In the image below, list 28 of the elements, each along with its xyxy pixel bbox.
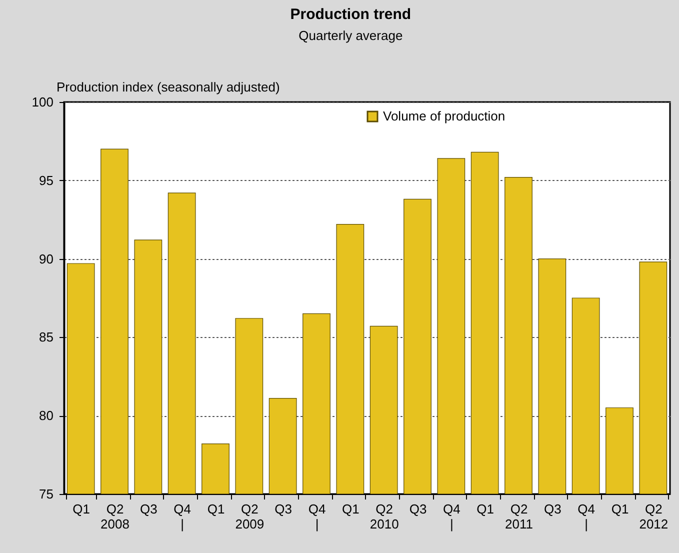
x-tick-label: Q1 <box>342 502 360 516</box>
x-tick-label: Q1 <box>476 502 494 516</box>
y-tick-label: 100 <box>32 94 54 110</box>
x-tick-label: Q4 | <box>308 502 326 532</box>
x-tick-label: Q1 <box>72 502 90 516</box>
x-tick-label: Q1 <box>611 502 629 516</box>
x-tick-label: Q2 2012 <box>639 502 668 532</box>
y-tick-label: 85 <box>39 330 54 345</box>
x-tick-label: Q4 | <box>174 502 192 532</box>
x-tick-label: Q2 2008 <box>100 502 130 532</box>
y-axis-title: Production index (seasonally adjusted) <box>56 80 280 94</box>
x-tick-label: Q3 <box>274 502 292 516</box>
y-tick-label: 75 <box>39 486 54 502</box>
x-tick-label: Q3 <box>409 502 427 516</box>
y-tick-label: 90 <box>39 251 54 266</box>
x-tick-label: Q2 2009 <box>235 502 264 532</box>
x-tick-label: Q3 <box>544 502 562 516</box>
chart-title: Production trend <box>290 6 412 23</box>
x-tick-label: Q1 <box>207 502 225 516</box>
x-tick-label: Q2 2011 <box>505 502 533 532</box>
x-tick-label: Q4 | <box>578 502 596 532</box>
legend-label: Volume of production <box>383 108 506 124</box>
x-tick-label: Q4 | <box>442 502 460 532</box>
y-tick-label: 95 <box>39 172 54 188</box>
x-tick-label: Q3 <box>140 502 158 516</box>
y-tick-label: 80 <box>39 408 54 424</box>
chart-subtitle: Quarterly average <box>298 28 403 43</box>
x-tick-label: Q2 2010 <box>370 502 399 532</box>
